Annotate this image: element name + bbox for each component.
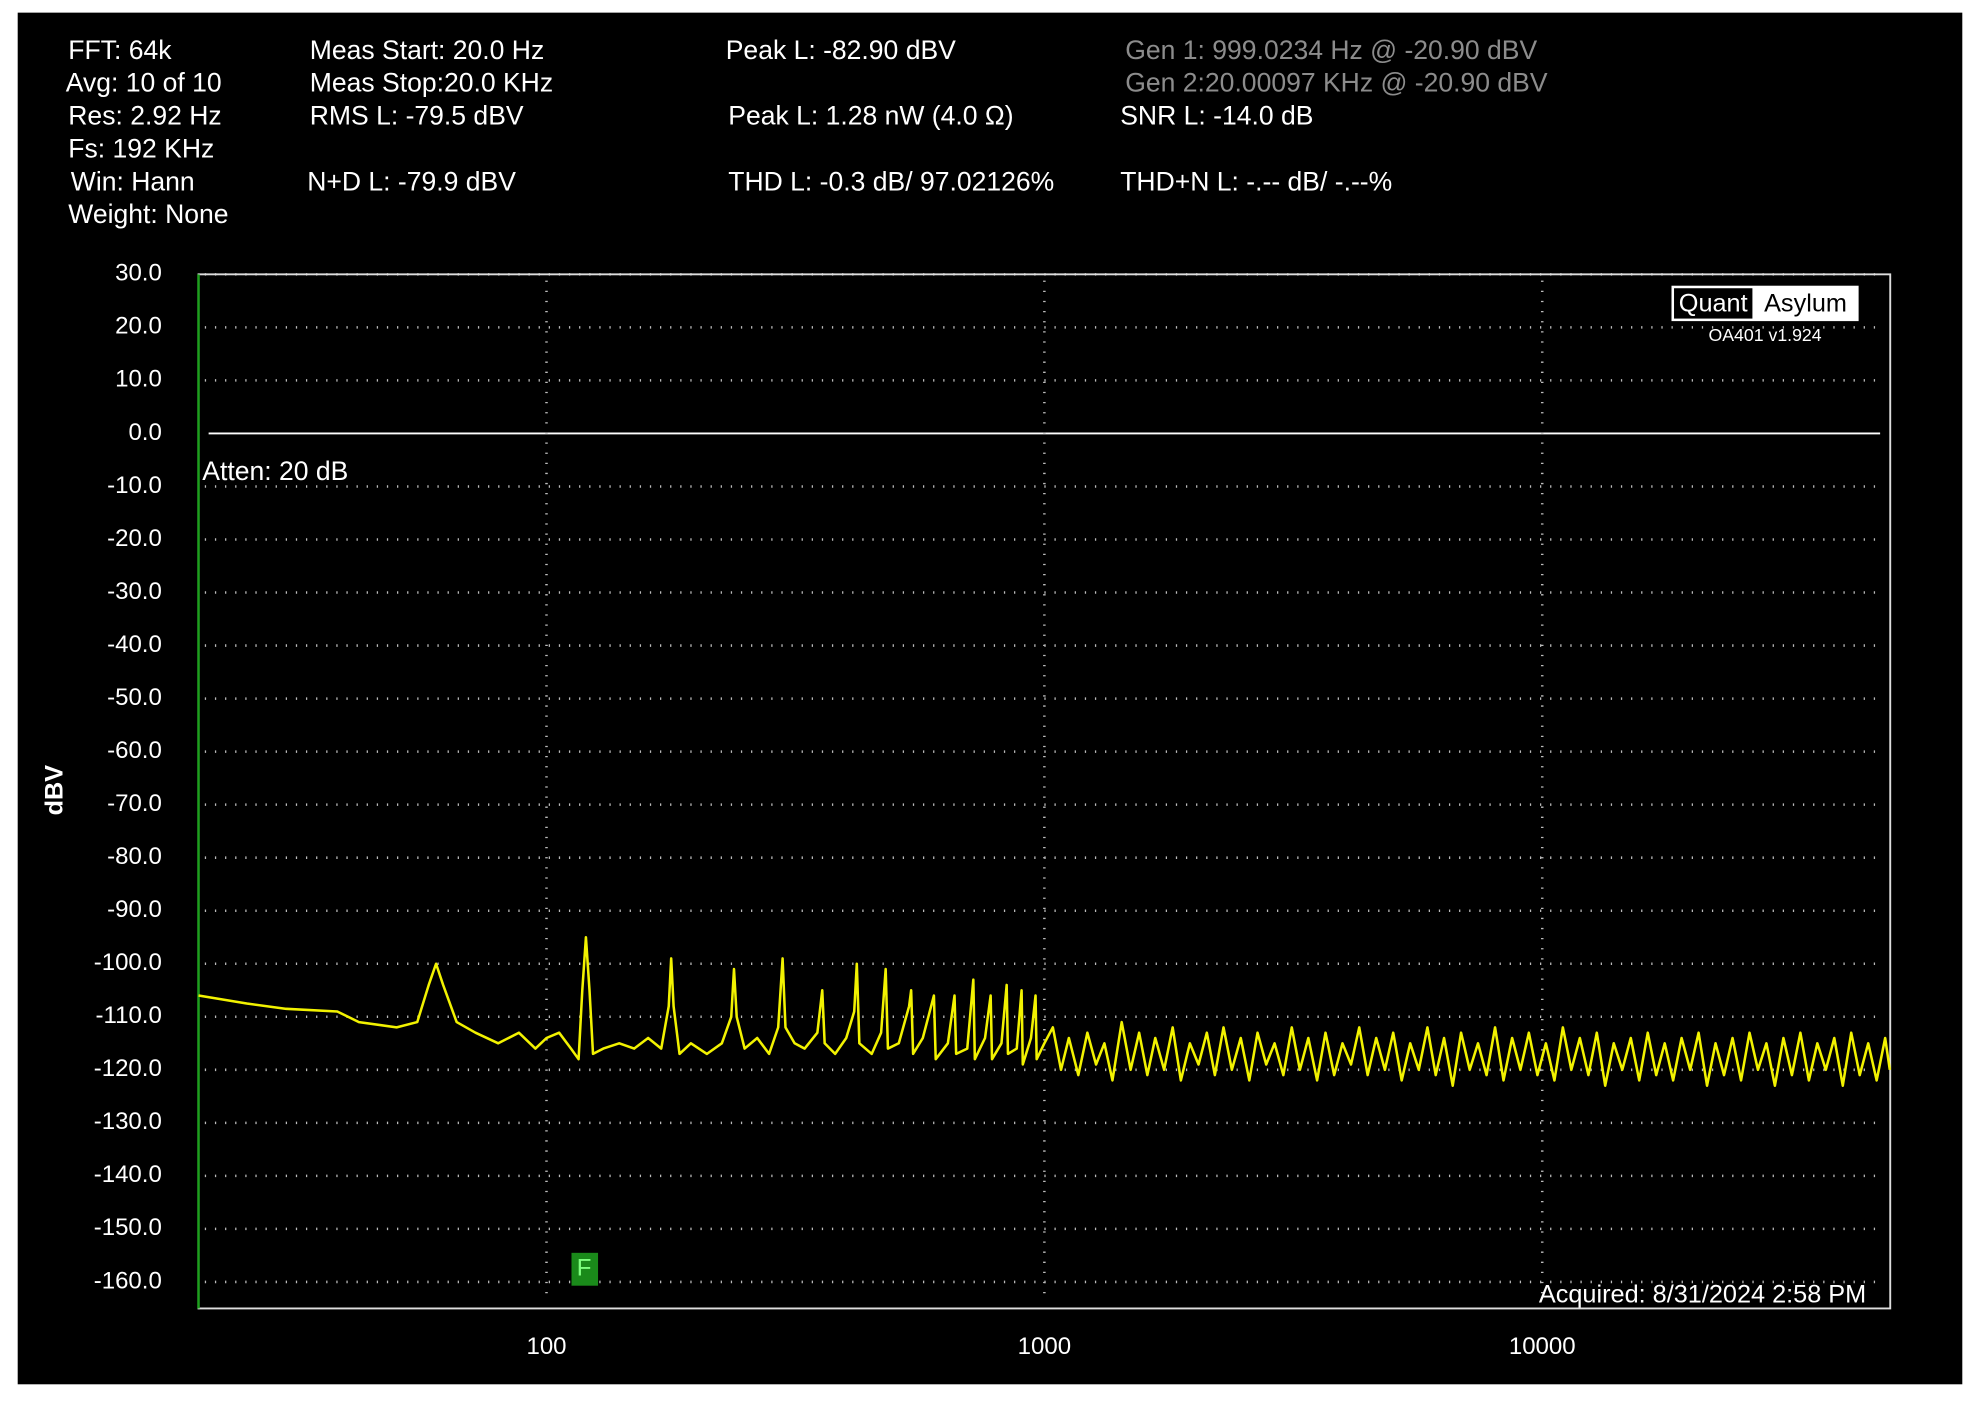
readout: Peak L: -82.90 dBV (726, 35, 956, 65)
readout: FFT: 64k (68, 35, 172, 65)
readout: Avg: 10 of 10 (66, 68, 222, 98)
y-tick-label: -80.0 (107, 843, 162, 870)
logo: Quant (1679, 289, 1748, 317)
y-tick-label: -110.0 (96, 1002, 162, 1029)
readout: N+D L: -79.9 dBV (307, 166, 516, 196)
y-tick-label: 30.0 (115, 260, 162, 287)
readout: SNR L: -14.0 dB (1120, 101, 1313, 131)
readout: Fs: 192 KHz (68, 133, 214, 163)
x-tick-label: 1000 (1018, 1333, 1071, 1360)
readout: Meas Stop:20.0 KHz (310, 68, 553, 98)
spectrum-trace (198, 935, 1892, 1087)
readout: Gen 2:20.00097 KHz @ -20.90 dBV (1125, 68, 1548, 98)
x-tick-label: 10000 (1509, 1333, 1576, 1360)
logo-box (1674, 288, 1753, 319)
y-tick-label: -90.0 (107, 896, 162, 923)
y-tick-label: -120.0 (94, 1055, 162, 1082)
x-tick-label: 100 (526, 1333, 566, 1360)
readout: THD L: -0.3 dB/ 97.02126% (728, 166, 1054, 196)
y-tick-label: -100.0 (94, 949, 162, 976)
logo: Asylum (1764, 289, 1847, 317)
y-tick-label: -160.0 (94, 1267, 162, 1294)
plot: 30.0 20.0 10.0 0.0 -10.0 -20.0 -30.0 -40.0 -50.0… (94, 260, 1892, 1360)
background (17, 12, 1963, 1385)
readout: Res: 2.92 Hz (68, 101, 221, 131)
readout: Meas Start: 20.0 Hz (310, 35, 544, 65)
readout: Weight: None (68, 199, 228, 229)
y-tick-label: -20.0 (107, 525, 162, 552)
version: OA401 v1.924 (1709, 325, 1822, 345)
readout: RMS L: -79.5 dBV (310, 101, 524, 131)
marker: F (577, 1255, 592, 1282)
y-tick-label: -50.0 (107, 684, 162, 711)
y-tick-label: -70.0 (107, 790, 162, 817)
marker-box (571, 1252, 599, 1286)
y-tick-label: -30.0 (107, 578, 162, 605)
readout: Gen 1: 999.0234 Hz @ -20.90 dBV (1125, 35, 1537, 65)
readout: THD+N L: -.-- dB/ -.--% (1120, 166, 1392, 196)
y-tick-label: -130.0 (94, 1108, 162, 1135)
y-tick-label: -40.0 (107, 631, 162, 658)
y-tick-label: 20.0 (115, 313, 162, 340)
readout: Peak L: 1.28 nW (4.0 Ω) (728, 101, 1013, 131)
y-axis-label: dBV (40, 765, 68, 816)
y-tick-label: -10.0 (107, 472, 162, 499)
annotation: Acquired: 8/31/2024 2:58 PM (1539, 1280, 1866, 1308)
y-tick-label: 10.0 (115, 366, 162, 393)
y-tick-label: -140.0 (94, 1161, 162, 1188)
y-tick-label: -150.0 (94, 1214, 162, 1241)
readout: Win: Hann (71, 166, 195, 196)
y-tick-label: 0.0 (128, 419, 161, 446)
y-tick-label: -60.0 (107, 737, 162, 764)
annotation: Atten: 20 dB (202, 456, 348, 486)
